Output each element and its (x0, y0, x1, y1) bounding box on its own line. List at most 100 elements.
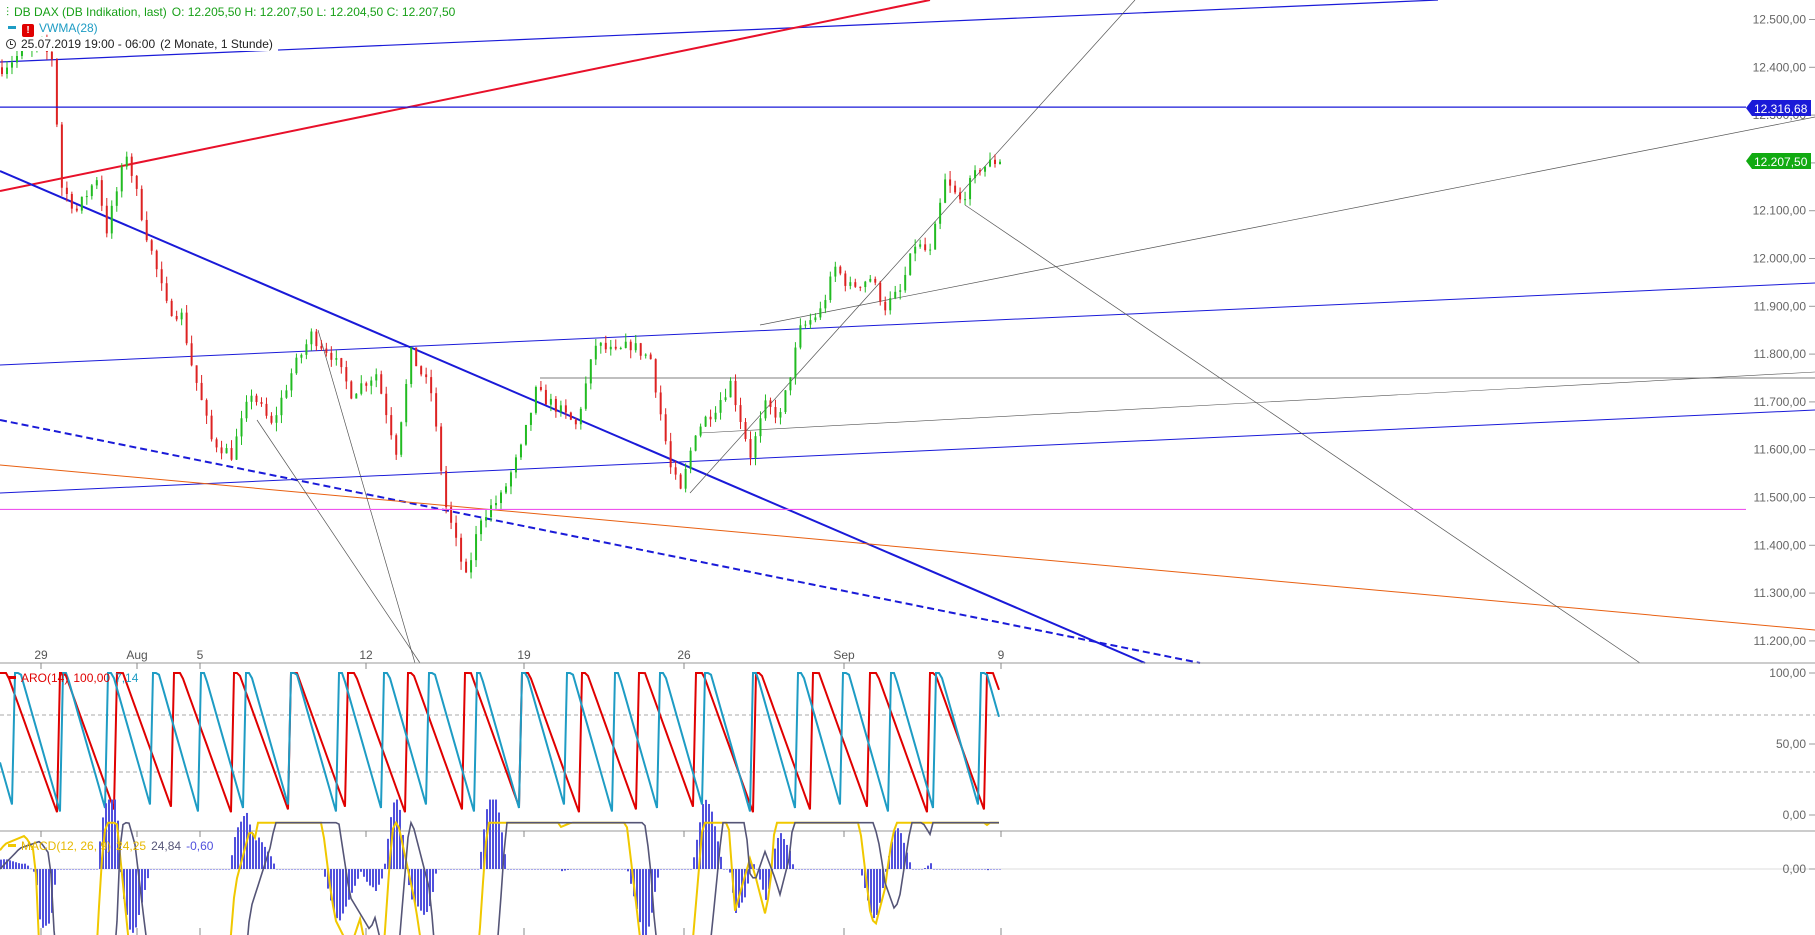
macd-hist-bar (684, 869, 686, 870)
macd-hist-bar (465, 869, 467, 870)
candle (385, 393, 388, 416)
candle (764, 400, 767, 419)
indicator-legend[interactable]: ! VWMA(28) (8, 21, 103, 37)
macd-hist-bar (792, 864, 794, 869)
candle (694, 435, 697, 451)
candle (170, 300, 173, 317)
macd-hist-bar (906, 852, 908, 869)
macd-hist-bar (624, 869, 626, 870)
macd-hist-bar (750, 861, 752, 869)
warning-icon[interactable]: ! (22, 24, 34, 37)
candle (10, 62, 13, 68)
macd-hist-bar (717, 841, 719, 869)
trendline (317, 329, 416, 664)
macd-hist-bar (546, 869, 548, 870)
aroon-legend[interactable]: ARO(14) 100,00 7,14 (8, 671, 143, 685)
macd-hist-bar (315, 869, 317, 870)
macd-hist-bar (243, 816, 245, 869)
macd-hist-bar (276, 869, 278, 870)
candle (954, 185, 957, 193)
macd-hist-bar (795, 869, 797, 870)
macd-hist-bar (459, 869, 461, 870)
macd-hist-bar (999, 869, 1001, 870)
macd-hist-bar (927, 865, 929, 869)
trendline (699, 371, 1815, 434)
macd-hist-bar (450, 869, 452, 870)
macd-hist-bar (846, 869, 848, 870)
macd-hist-bar (480, 851, 482, 869)
macd-hist-bar (555, 869, 557, 870)
macd-hist-bar (219, 869, 221, 870)
macd-hist-bar (144, 869, 146, 890)
time-legend: 25.07.2019 19:00 - 06:00 (2 Monate, 1 Stu… (6, 37, 278, 51)
macd-hist-bar (183, 869, 185, 870)
macd-hist-bar (477, 869, 479, 870)
macd-swatch (8, 844, 16, 847)
macd-hist-bar (198, 869, 200, 870)
trendline (0, 282, 1815, 366)
candle (65, 187, 68, 194)
macd-hist-bar (696, 839, 698, 869)
candles (1, 34, 1001, 579)
vwma-label: VWMA(28) (39, 21, 98, 35)
macd-hist-bar (138, 869, 140, 915)
candle (280, 397, 283, 416)
signal-value: 24,84 (151, 839, 182, 853)
candle (944, 179, 947, 203)
candle (749, 438, 752, 458)
candle (335, 358, 338, 360)
macd-hist-bar (681, 869, 683, 870)
candle (180, 312, 183, 320)
macd-hist-bar (153, 869, 155, 870)
candle (255, 395, 258, 403)
macd-hist-bar (210, 869, 212, 870)
macd-hist-bar (690, 869, 692, 870)
candle (969, 178, 972, 200)
candle (904, 274, 907, 291)
macd-hist-bar (54, 869, 56, 885)
macd-hist-bar (873, 869, 875, 918)
macd-hist-bar (156, 869, 158, 870)
candle (884, 301, 887, 311)
price-pane[interactable] (0, 0, 1815, 664)
macd-hist-bar (612, 869, 614, 870)
candle (300, 354, 303, 358)
macd-hist-bar (285, 869, 287, 870)
candle (440, 426, 443, 471)
macd-hist-bar (318, 869, 320, 870)
time-tick-label: 12 (359, 648, 373, 662)
candle (639, 343, 642, 356)
candle (405, 384, 408, 423)
candle (320, 346, 323, 349)
macd-hist-bar (903, 842, 905, 869)
macd-hist-bar (768, 869, 770, 889)
price-tick-label: 11.900,00 (1754, 299, 1807, 313)
macd-hist-bar (912, 869, 914, 870)
macd-hist-bar (705, 799, 707, 869)
macd-hist-bar (747, 869, 749, 884)
instrument-legend[interactable]: ⫶ DB DAX (DB Indikation, last) O: 12.205,5… (6, 5, 460, 19)
aroon-pane[interactable]: 100,00 50,00 0,00 (0, 666, 1815, 822)
macd-hist-bar (855, 869, 857, 870)
time-axis[interactable]: 29 Aug 5 12 19 26 Sep 9 (34, 648, 1005, 935)
macd-hist-bar (366, 869, 368, 882)
candle (315, 331, 318, 347)
macd-hist-bar (174, 869, 176, 870)
candle (275, 415, 278, 423)
candle (734, 380, 737, 406)
macd-hist-bar (474, 869, 476, 870)
candle (839, 266, 842, 274)
macd-hist-bar (438, 869, 440, 870)
aroon-up-value: 100,00 (73, 671, 111, 685)
time-tick-label: 5 (197, 648, 204, 662)
macd-hist-bar (729, 869, 731, 873)
macd-legend[interactable]: MACD(12, 26, 9) 24,25 24,84 -0,60 (8, 839, 218, 853)
macd-hist-bar (894, 830, 896, 869)
macd-hist-bar (840, 869, 842, 870)
macd-hist-bar (864, 869, 866, 888)
macd-hist-bar (339, 869, 341, 921)
price-tick-label: 11.200,00 (1754, 634, 1807, 648)
macd-pane[interactable]: 0,00-100,00 (0, 799, 1815, 935)
clock-icon (6, 39, 16, 49)
